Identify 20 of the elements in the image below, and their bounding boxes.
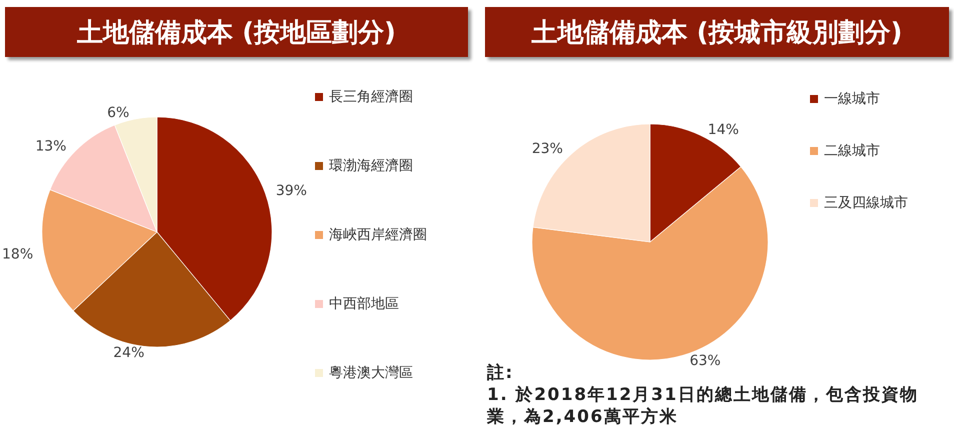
chart-title: 土地儲備成本 (按城市級別劃分) [532, 16, 902, 50]
chart-title: 土地儲備成本 (按地區劃分) [77, 16, 396, 50]
legend-label: 二線城市 [824, 143, 880, 159]
legend-label: 三及四線城市 [824, 195, 908, 211]
legend-label: 粵港澳大灣區 [329, 365, 413, 381]
data-label: 14% [708, 122, 739, 138]
legend-label: 中西部地區 [329, 296, 399, 312]
legend-label: 海峽西岸經濟圈 [329, 227, 427, 243]
legend-label: 長三角經濟圈 [329, 89, 413, 105]
data-label: 24% [113, 344, 144, 361]
text: 註: [487, 363, 514, 383]
data-label: 39% [276, 183, 307, 200]
text: 1. 於2018年12月31日的總土地儲備，包含投資物業，為2,406萬平方米 [487, 384, 920, 428]
data-label: 13% [35, 138, 66, 154]
legend-label: 環渤海經濟圈 [329, 158, 413, 174]
data-label: 63% [690, 353, 721, 370]
legend-label: 一線城市 [824, 91, 880, 107]
data-label: 6% [107, 105, 130, 122]
data-label: 23% [532, 140, 563, 157]
data-label: 18% [2, 246, 34, 263]
